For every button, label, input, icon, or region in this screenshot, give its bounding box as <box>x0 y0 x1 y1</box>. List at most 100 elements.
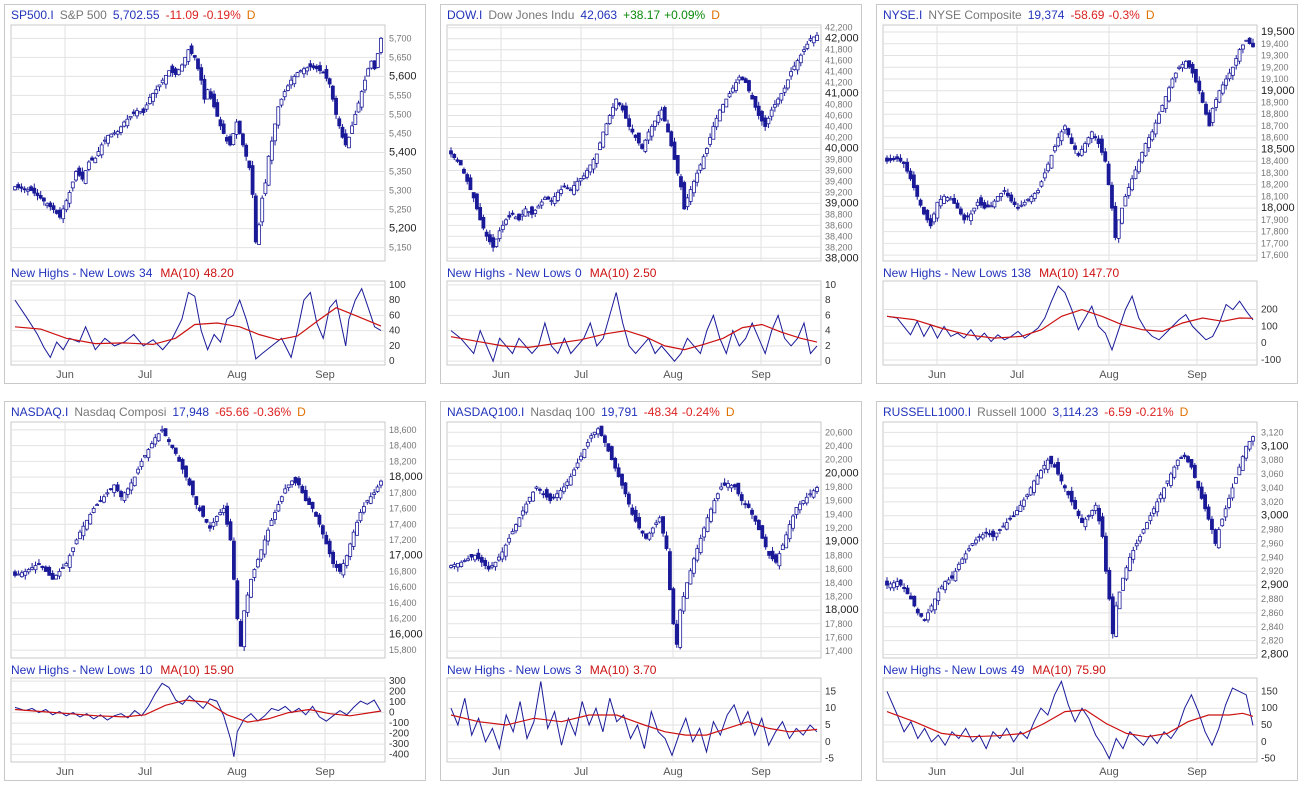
candle-body <box>317 514 322 525</box>
month-label: Jul <box>138 369 152 381</box>
frequency-label[interactable]: D <box>297 405 306 419</box>
candle-body <box>599 425 604 437</box>
chart-panel-sp500[interactable]: SP500.I S&P 500 5,702.55 -11.09 -0.19% D New H… <box>4 4 426 384</box>
month-label: Jul <box>1010 766 1024 778</box>
candle-body <box>915 185 920 197</box>
candle-body <box>1197 80 1202 92</box>
candle-body <box>891 157 896 161</box>
candle-body <box>86 161 91 170</box>
frequency-label[interactable]: D <box>1179 405 1189 419</box>
candle-body <box>156 433 161 442</box>
indicator-tick-label: -200 <box>389 729 409 740</box>
price-tick-label: 39,000 <box>825 197 859 209</box>
candle-body <box>767 550 772 556</box>
chart-svg: 15,800 16,000 16,200 16,400 16,600 16,800 17,0… <box>10 421 423 778</box>
frequency-label[interactable]: D <box>711 8 720 22</box>
candle-body <box>730 87 735 93</box>
candle-body <box>650 527 655 534</box>
candle-body <box>711 126 716 140</box>
indicator-tick-label: 4 <box>825 326 831 337</box>
candle-body <box>776 98 781 105</box>
candle-body <box>1183 60 1188 69</box>
candle-body <box>1200 92 1205 103</box>
price-tick-label: 16,200 <box>389 614 417 624</box>
candle-body <box>736 482 741 495</box>
chart-panel-russell1000[interactable]: RUSSELL1000.I Russell 1000 3,114.23 -6.59 -0… <box>876 401 1298 781</box>
indicator-tick-label: -300 <box>389 739 409 750</box>
candle-body <box>1120 207 1124 224</box>
candle-body <box>565 187 570 190</box>
frequency-label[interactable]: D <box>725 405 735 419</box>
candle-body <box>330 85 335 100</box>
month-label: Jul <box>574 369 588 381</box>
candle-body <box>170 65 175 73</box>
candle-body <box>266 529 271 542</box>
candle-body <box>221 123 226 134</box>
candle-body <box>513 216 518 220</box>
frequency-label[interactable]: D <box>246 8 256 22</box>
month-label: Jul <box>574 766 588 778</box>
index-name: Nasdaq Composi <box>74 405 167 419</box>
candle-body <box>507 215 512 218</box>
price-tick-label: 19,200 <box>1261 62 1289 72</box>
candle-body <box>1182 454 1187 458</box>
indicator-tick-label: -50 <box>1261 754 1276 765</box>
ticker-symbol[interactable]: DOW.I <box>447 8 483 22</box>
candle-body <box>57 571 62 577</box>
chart-header: RUSSELL1000.I Russell 1000 3,114.23 -6.59 -0… <box>883 405 1188 419</box>
candle-body <box>598 142 602 151</box>
candle-body <box>153 437 158 445</box>
candle-body <box>945 197 950 202</box>
candle-body <box>1032 480 1036 493</box>
candle-body <box>303 489 308 502</box>
candle-body <box>98 500 103 502</box>
candle-body <box>722 482 727 486</box>
candle-body <box>228 521 233 541</box>
ticker-symbol[interactable]: SP500.I <box>11 8 54 22</box>
indicator-value: 34 <box>139 266 153 280</box>
candle-body <box>484 231 489 237</box>
candle-body <box>681 596 686 612</box>
candle-body <box>1172 466 1177 478</box>
candle-body <box>691 558 696 574</box>
price-tick-label: 16,000 <box>389 628 423 640</box>
candle-body <box>682 182 687 210</box>
price-tick-label: 17,600 <box>825 632 853 642</box>
chart-panel-dow[interactable]: DOW.I Dow Jones Indu 42,063 +38.17 +0.09% D Ne… <box>440 4 862 384</box>
price-tick-label: 38,000 <box>825 252 859 264</box>
price-tick-label: 5,350 <box>389 167 412 177</box>
candle-body <box>753 515 758 522</box>
candle-body <box>290 480 294 486</box>
month-label: Sep <box>751 766 771 778</box>
indicator-value: 10 <box>139 663 153 677</box>
price-tick-label: 17,000 <box>389 550 423 562</box>
candle-body <box>815 487 819 492</box>
candle-body <box>1192 464 1197 478</box>
candle-body <box>136 468 141 474</box>
candle-body <box>1063 125 1067 131</box>
frequency-label[interactable]: D <box>1145 8 1155 22</box>
candle-body <box>93 157 98 164</box>
candle-body <box>782 87 787 93</box>
candle-body <box>355 521 359 536</box>
ticker-symbol[interactable]: NASDAQ.I <box>11 405 69 419</box>
candle-body <box>286 484 291 489</box>
candle-body <box>1103 151 1108 162</box>
candle-body <box>235 580 240 620</box>
candle-body <box>1173 72 1178 79</box>
candle-body <box>559 189 564 194</box>
candle-body <box>199 67 204 81</box>
last-price: 42,063 <box>580 8 618 22</box>
ma-line <box>450 323 818 351</box>
ticker-symbol[interactable]: NYSE.I <box>883 8 923 22</box>
chart-panel-nasdaq[interactable]: NASDAQ.I Nasdaq Composi 17,948 -65.66 -0.36%… <box>4 401 426 781</box>
candle-body <box>241 133 245 146</box>
ticker-symbol[interactable]: RUSSELL1000.I <box>883 405 972 419</box>
candle-body <box>606 443 611 452</box>
chart-panel-nyse[interactable]: NYSE.I NYSE Composite 19,374 -58.69 -0.3% D Ne… <box>876 4 1298 384</box>
ticker-symbol[interactable]: NASDAQ100.I <box>447 405 525 419</box>
candle-body <box>486 565 491 570</box>
candle-body <box>987 533 992 536</box>
chart-panel-nasdaq100[interactable]: NASDAQ100.I Nasdaq 100 19,791 -48.34 -0.24% D… <box>440 401 862 781</box>
indicator-label: New Highs - New Lows <box>447 663 572 677</box>
